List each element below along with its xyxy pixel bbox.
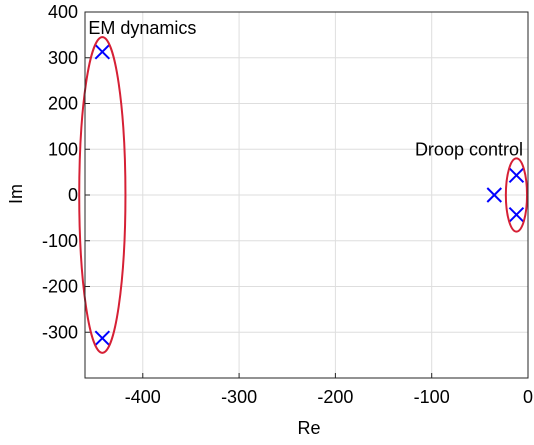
annotation-label: Droop control <box>415 139 523 159</box>
y-tick-label: -300 <box>42 322 78 342</box>
annotation-ellipse <box>78 36 127 354</box>
tick-labels: -400 -300 -200 -100 0 -300 -200 -100 0 100 200 300 4… <box>42 2 533 407</box>
y-tick-label: -200 <box>42 277 78 297</box>
annotation-ellipse <box>504 157 529 233</box>
pole-marker-stroke <box>94 44 111 60</box>
y-axis-label: Im <box>6 184 26 204</box>
pole-marker-stroke <box>486 187 503 203</box>
x-tick-label: -300 <box>221 387 257 407</box>
pole-marker-stroke <box>508 167 525 184</box>
y-tick-label: 0 <box>68 185 78 205</box>
pole-marker <box>508 206 525 223</box>
x-tick-label: -200 <box>317 387 353 407</box>
pole-marker-stroke <box>508 206 525 223</box>
annotation-labels: EM dynamics Droop control <box>88 18 523 159</box>
pole-marker <box>486 187 503 203</box>
data-markers <box>94 44 525 346</box>
pole-marker-stroke <box>94 330 111 346</box>
annotation-label: EM dynamics <box>88 18 196 38</box>
y-tick-label: 400 <box>48 2 78 22</box>
grid <box>85 11 529 378</box>
y-tick-label: 100 <box>48 139 78 159</box>
plot-frame <box>84 11 529 379</box>
x-tick-label: -400 <box>125 387 161 407</box>
y-tick-label: 300 <box>48 48 78 68</box>
x-tick-label: 0 <box>523 387 533 407</box>
y-tick-label: -100 <box>42 231 78 251</box>
pole-marker <box>94 44 111 60</box>
annotation-ellipses <box>78 36 529 354</box>
pole-marker <box>94 330 111 346</box>
y-tick-label: 200 <box>48 94 78 114</box>
x-tick-label: -100 <box>414 387 450 407</box>
x-axis-label: Re <box>297 418 320 438</box>
pole-marker <box>508 167 525 184</box>
